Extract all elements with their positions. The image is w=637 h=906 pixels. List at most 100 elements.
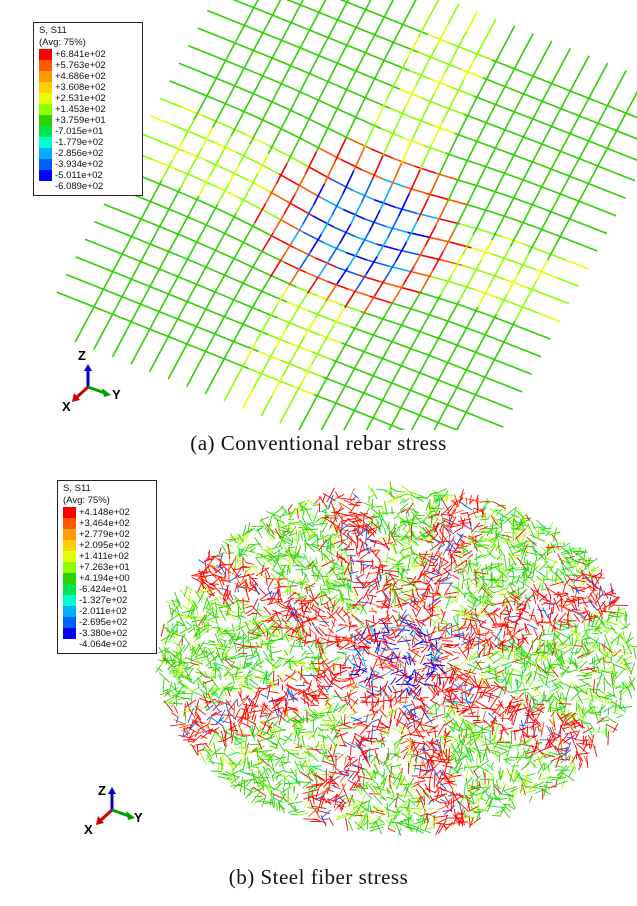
legend-level: -2.011e+02 [79,606,127,617]
rebar-segment [549,191,563,213]
rebar-segment [404,379,417,401]
rebar-segment [442,229,456,251]
rebar-segment [447,300,461,321]
rebar-segment [291,385,314,396]
rebar-segment [235,193,248,214]
rebar-segment [610,127,633,138]
rebar-segment [309,233,322,253]
rebar-segment [585,224,608,235]
rebar-segment [445,180,459,204]
rebar-segment [396,352,410,373]
rebar-segment [192,271,205,292]
rebar-segment [289,342,312,353]
rebar-segment [367,259,389,267]
rebar-segment [514,261,537,271]
legend-swatch [63,529,76,540]
rebar-segment [507,101,521,123]
legend-level: -5.011e+02 [55,170,103,181]
rebar-segment [219,135,233,157]
rebar-segment [236,151,259,164]
legend-row: +4.148e+02 [63,507,152,518]
rebar-segment [478,115,491,138]
triad-x-label: X [84,822,93,837]
rebar-segment [162,283,175,305]
rebar-segment [272,213,285,234]
rebar-segment [449,42,471,53]
rebar-segment [314,257,337,268]
rebar-segment [292,336,306,357]
rebar-segment [114,288,127,310]
rebar-segment [603,189,626,200]
rebar-segment [286,301,309,312]
legend-row: -2.011e+02 [63,606,152,617]
rebar-segment [589,119,612,130]
rebar-segment [308,310,330,320]
rebar-segment [376,243,399,251]
rebar-segment [386,401,409,412]
rebar-segment [238,196,261,210]
rebar-segment [582,130,595,152]
rebar-segment [308,390,321,412]
rebar-segment [526,286,549,297]
rebar-segment [323,161,336,185]
rebar-segment [327,397,340,419]
rebar-segment [249,26,272,37]
rebar-segment [213,232,226,253]
legend-row: -4.064e+02 [63,639,152,650]
rebar-segment [542,207,565,218]
rebar-segment [340,331,354,352]
rebar-segment [481,417,504,428]
rebar-segment [475,140,498,150]
rebar-segment [491,400,514,411]
rebar-segment [292,44,315,55]
rebar-segment [414,64,428,87]
rebar-segment [246,173,259,195]
legend-row: +2.779e+02 [63,529,152,540]
rebar-segment [337,377,351,399]
rebar-segment [227,164,240,186]
rebar-segment [359,42,372,64]
fiber-strokes [155,481,637,836]
rebar-segment [106,260,120,282]
rebar-segment [366,70,380,94]
rebar-segment [174,167,197,179]
rebar-segment [423,144,446,154]
rebar-segment [141,132,164,144]
rebar-segment [276,125,299,138]
rebar-segment [460,401,473,423]
rebar-segment [205,204,219,225]
rebar-segment [385,372,399,393]
rebar-segment [94,220,117,231]
rebar-segment [405,366,428,377]
rebar-segment [252,368,265,389]
rebar-segment [480,229,503,238]
rebar-segment [520,205,533,227]
rebar-segment [257,161,280,175]
rebar-segment [399,307,412,328]
rebar-segment [345,404,358,426]
rebar-segment [146,220,169,231]
rebar-segment [428,236,451,243]
rebar-segment [407,332,420,354]
rebar-segment [349,202,363,225]
rebar-segment [313,52,336,64]
rebar-segment [501,198,515,221]
legend-row: +6.841e+02 [39,49,138,60]
rebar-segment [241,388,255,410]
rebar-segment [426,339,439,361]
rebar-segment [198,220,221,233]
rebar-segment [432,124,455,135]
legend-row: -6.424e+01 [63,584,152,595]
rebar-segment [364,218,387,228]
rebar-segment [352,189,375,201]
rebar-segment [169,80,192,91]
rebar-segment [311,343,324,364]
rebar-segment [462,59,476,81]
rebar-segment [417,16,431,38]
rebar-segment [470,87,483,109]
rebar-segment [495,296,518,306]
rebar-segment [187,195,200,217]
rebar-segment [438,217,460,225]
rebar-segment [336,266,359,276]
rebar-segment [215,353,228,375]
